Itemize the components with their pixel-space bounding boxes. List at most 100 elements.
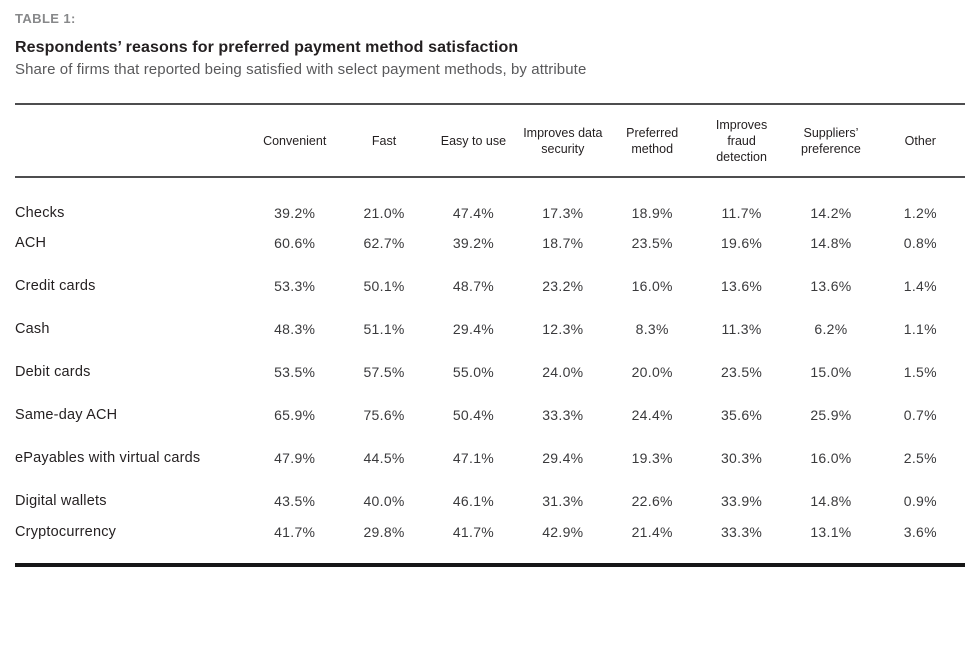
cell-value: 24.4%: [631, 406, 673, 423]
cell-value: 6.2%: [814, 320, 848, 337]
cell-value: 23.5%: [720, 363, 763, 380]
cell-value: 1.1%: [903, 320, 937, 337]
cell-value: 11.3%: [721, 320, 762, 337]
cell-value: 0.8%: [903, 234, 937, 251]
cell-value: 14.8%: [810, 234, 852, 251]
cell-value: 1.5%: [903, 363, 937, 380]
figure-subtitle: Share of firms that reported being satis…: [15, 61, 587, 78]
table-row: ACH 60.6% 62.7% 39.2% 18.7% 23.5% 19.6% 14.8% 0.…: [15, 221, 965, 264]
cell-value: 41.7%: [274, 523, 316, 540]
cell-value: 1.4%: [903, 277, 937, 294]
cell-value: 21.4%: [631, 523, 673, 540]
table-header: Convenient Fast Easy to use Improves dat…: [15, 103, 965, 178]
cell-value: 12.3%: [542, 320, 584, 337]
cell-value: 16.0%: [810, 449, 852, 466]
cell-value: 18.7%: [542, 234, 584, 251]
cell-value: 20.0%: [631, 363, 673, 380]
column-header-other: Other: [875, 103, 965, 178]
cell-value: 3.6%: [903, 523, 937, 540]
table-row: Checks 39.2% 21.0% 47.4% 17.3% 18.9% 11.7% 14.2…: [15, 177, 965, 221]
cell-value: 0.9%: [903, 492, 937, 509]
cell-value: 16.0%: [631, 277, 673, 294]
cell-value: 33.9%: [720, 492, 763, 509]
cell-value: 15.0%: [810, 363, 852, 380]
cell-value: 29.4%: [542, 449, 584, 466]
cell-value: 44.5%: [363, 449, 405, 466]
cell-value: 41.7%: [452, 523, 495, 540]
cell-value: 21.0%: [363, 205, 405, 221]
row-label: Cash: [15, 320, 50, 337]
row-label: Checks: [15, 205, 65, 221]
table-row: Credit cards 53.3% 50.1% 48.7% 23.2% 16.0% 13.…: [15, 264, 965, 307]
table-row: Debit cards 53.5% 57.5% 55.0% 24.0% 20.0% 23.5…: [15, 350, 965, 393]
figure-header: TABLE 1: Respondents’ reasons for prefer…: [0, 0, 974, 78]
cell-value: 50.1%: [363, 277, 405, 294]
cell-value: 33.3%: [720, 523, 763, 540]
column-header-improves-data-security: Improves data security: [518, 103, 608, 178]
cell-value: 57.5%: [363, 363, 405, 380]
row-label: Same-day ACH: [15, 406, 118, 423]
cell-value: 39.2%: [274, 205, 316, 221]
cell-value: 24.0%: [542, 363, 584, 380]
cell-value: 40.0%: [363, 492, 405, 509]
cell-value: 29.4%: [452, 320, 495, 337]
cell-value: 29.8%: [363, 523, 405, 540]
cell-value: 53.5%: [274, 363, 316, 380]
table-row: Cash 48.3% 51.1% 29.4% 12.3% 8.3% 11.3% 6.2% 1.1…: [15, 307, 965, 350]
cell-value: 43.5%: [274, 492, 316, 509]
table-body: Checks 39.2% 21.0% 47.4% 17.3% 18.9% 11.7% 14.2…: [15, 177, 965, 565]
cell-value: 23.2%: [542, 277, 584, 294]
row-label: Cryptocurrency: [15, 523, 117, 540]
cell-value: 31.3%: [542, 492, 584, 509]
cell-value: 14.8%: [810, 492, 852, 509]
cell-value: 19.6%: [720, 234, 763, 251]
table-number-label: TABLE 1:: [15, 11, 76, 26]
cell-value: 46.1%: [452, 492, 495, 509]
cell-value: 2.5%: [903, 449, 937, 466]
cell-value: 13.6%: [810, 277, 852, 294]
row-label: Credit cards: [15, 277, 96, 294]
cell-value: 60.6%: [274, 234, 316, 251]
cell-value: 65.9%: [274, 406, 316, 423]
cell-value: 1.2%: [903, 205, 937, 221]
table-header-row: Convenient Fast Easy to use Improves dat…: [15, 103, 965, 178]
figure-title: Respondents’ reasons for preferred payme…: [15, 39, 519, 56]
column-header-preferred-method: Preferred method: [607, 103, 697, 178]
cell-value: 53.3%: [274, 277, 316, 294]
cell-value: 51.1%: [363, 320, 405, 337]
cell-value: 47.9%: [274, 449, 316, 466]
cell-value: 13.1%: [810, 523, 852, 540]
cell-value: 17.3%: [542, 205, 584, 221]
cell-value: 18.9%: [631, 205, 673, 221]
cell-value: 47.1%: [452, 449, 495, 466]
cell-value: 50.4%: [452, 406, 495, 423]
cell-value: 42.9%: [542, 523, 584, 540]
cell-value: 62.7%: [363, 234, 405, 251]
row-label: ACH: [15, 234, 47, 251]
column-header-improves-fraud-detection: Improves fraud detection: [696, 103, 787, 178]
row-label: ePayables with virtual cards: [15, 449, 201, 466]
cell-value: 48.7%: [452, 277, 495, 294]
cell-value: 35.6%: [720, 406, 763, 423]
column-header-easy-to-use: Easy to use: [428, 103, 519, 178]
column-header-fast: Fast: [339, 103, 429, 178]
column-header-suppliers-preference: Suppliers’ preference: [786, 103, 876, 178]
table-row: Cryptocurrency 41.7% 29.8% 41.7% 42.9% 21.4% 3…: [15, 522, 965, 565]
table-row: ePayables with virtual cards 47.9% 44.5% 47…: [15, 436, 965, 479]
cell-value: 55.0%: [452, 363, 495, 380]
cell-value: 25.9%: [810, 406, 852, 423]
row-label-header: [15, 103, 250, 178]
cell-value: 8.3%: [635, 320, 669, 337]
cell-value: 39.2%: [452, 234, 495, 251]
table-row: Same-day ACH 65.9% 75.6% 50.4% 33.3% 24.4% 35.…: [15, 393, 965, 436]
column-header-convenient: Convenient: [250, 103, 340, 178]
cell-value: 0.7%: [903, 406, 937, 423]
row-label: Debit cards: [15, 363, 91, 380]
cell-value: 33.3%: [542, 406, 584, 423]
cell-value: 11.7%: [721, 205, 762, 221]
cell-value: 75.6%: [363, 406, 405, 423]
cell-value: 30.3%: [720, 449, 763, 466]
cell-value: 13.6%: [720, 277, 763, 294]
cell-value: 19.3%: [631, 449, 673, 466]
